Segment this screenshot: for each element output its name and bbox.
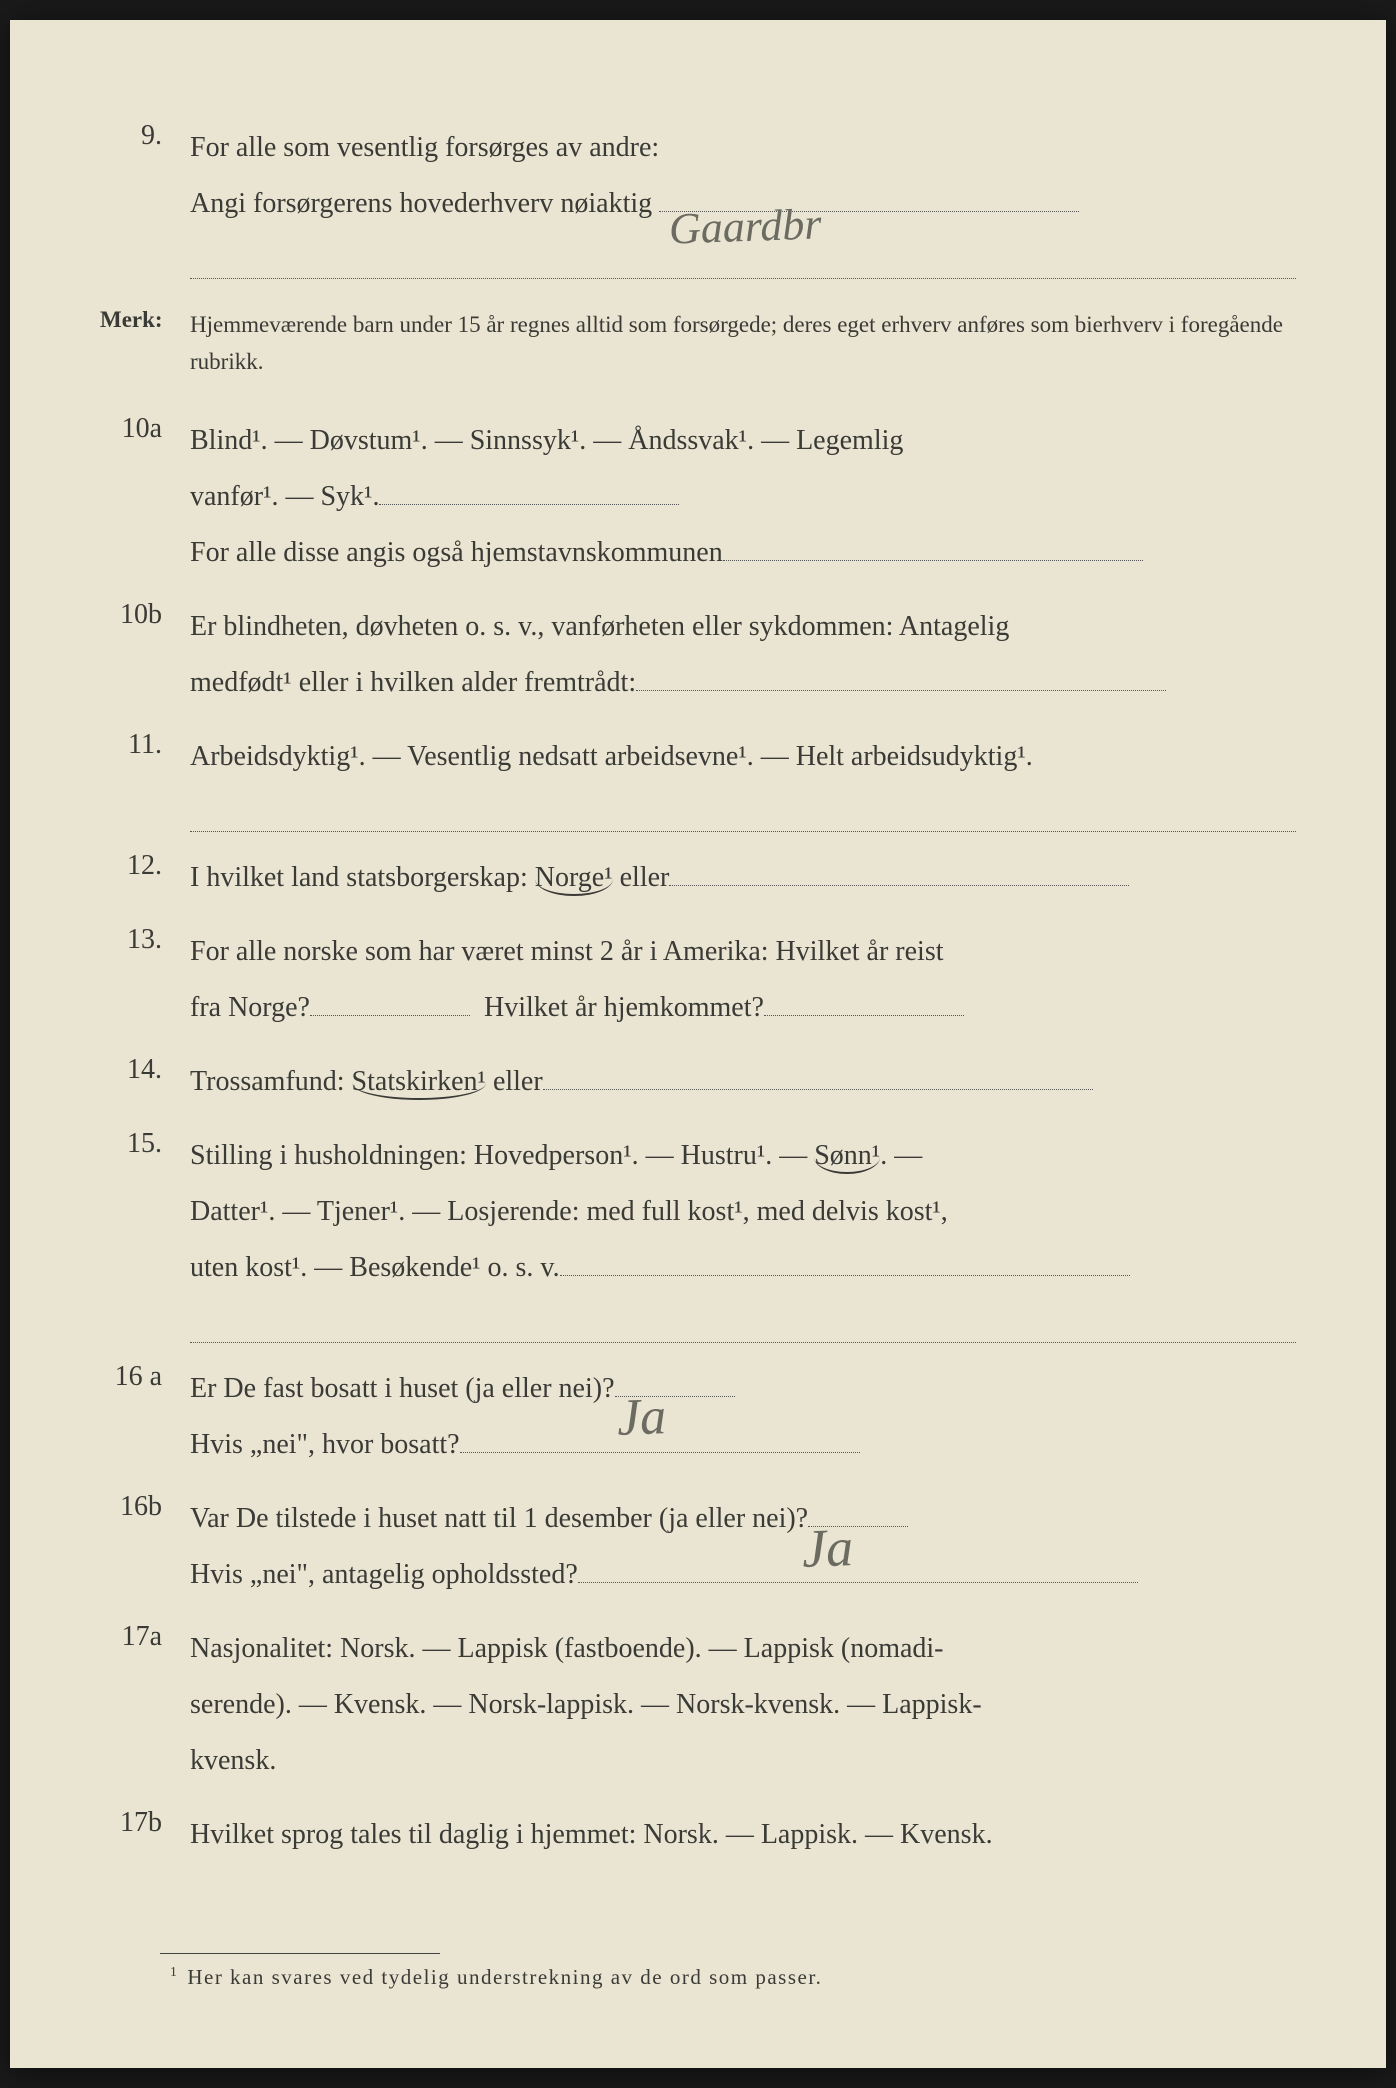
q17b-number: 17b — [100, 1807, 190, 1839]
q17a-line2: serende). — Kvensk. — Norsk-lappisk. — N… — [190, 1689, 982, 1720]
q12-pre: I hvilket land statsborgerskap: — [190, 862, 535, 893]
q10b-number: 10b — [100, 599, 190, 631]
q10a-opts: Blind¹. — Døvstum¹. — Sinnssyk¹. — Åndss… — [190, 425, 903, 456]
question-12: 12. I hvilket land statsborgerskap: Norg… — [100, 850, 1296, 906]
q15-number: 15. — [100, 1128, 190, 1160]
q9-number: 9. — [100, 120, 190, 152]
q17a-line1: Nasjonalitet: Norsk. — Lappisk (fastboen… — [190, 1633, 944, 1664]
q14-statskirken: Statskirken¹ — [352, 1066, 486, 1100]
note-merk: Merk: Hjemmeværende barn under 15 år reg… — [100, 307, 1296, 381]
q16b-number: 16b — [100, 1491, 190, 1523]
q13-line1: For alle norske som har været minst 2 år… — [190, 936, 944, 967]
q10b-line1: Er blindheten, døvheten o. s. v., vanfør… — [190, 611, 1009, 642]
q11-text: Arbeidsdyktig¹. — Vesentlig nedsatt arbe… — [190, 741, 1033, 772]
q10b-body: Er blindheten, døvheten o. s. v., vanfør… — [190, 599, 1296, 711]
q12-body: I hvilket land statsborgerskap: Norge¹ e… — [190, 850, 1296, 906]
q9-handwriting: Gaardbr — [668, 180, 823, 273]
q14-pre: Trossamfund: — [190, 1066, 352, 1097]
q14-number: 14. — [100, 1054, 190, 1086]
q16b-body: Var De tilstede i huset natt til 1 desem… — [190, 1491, 1296, 1603]
q17a-line3: kvensk. — [190, 1745, 276, 1776]
question-16a: 16 a Er De fast bosatt i huset (ja eller… — [100, 1361, 1296, 1473]
footnote-rule — [160, 1953, 440, 1954]
q16b-line2: Hvis „nei", antagelig opholdssted? — [190, 1559, 578, 1590]
question-14: 14. Trossamfund: Statskirken¹ eller — [100, 1054, 1296, 1110]
q16a-line2: Hvis „nei", hvor bosatt? — [190, 1429, 460, 1460]
q16b-handwriting: Ja — [800, 1493, 855, 1603]
question-11: 11. Arbeidsdyktig¹. — Vesentlig nedsatt … — [100, 729, 1296, 785]
q16a-body: Er De fast bosatt i huset (ja eller nei)… — [190, 1361, 1296, 1473]
q9-body: For alle som vesentlig forsørges av andr… — [190, 120, 1296, 232]
q15-line3: uten kost¹. — Besøkende¹ o. s. v. — [190, 1252, 560, 1283]
q17a-number: 17a — [100, 1621, 190, 1653]
merk-text: Hjemmeværende barn under 15 år regnes al… — [190, 307, 1296, 381]
q14-body: Trossamfund: Statskirken¹ eller — [190, 1054, 1296, 1110]
question-13: 13. For alle norske som har været minst … — [100, 924, 1296, 1036]
q9-line1: For alle som vesentlig forsørges av andr… — [190, 132, 659, 163]
footnote: 1 Her kan svares ved tydelig understrekn… — [100, 1964, 1296, 1990]
q16a-number: 16 a — [100, 1361, 190, 1393]
census-form-page: 9. For alle som vesentlig forsørges av a… — [10, 20, 1386, 2068]
q17b-body: Hvilket sprog tales til daglig i hjemmet… — [190, 1807, 1296, 1863]
q15-body: Stilling i husholdningen: Hovedperson¹. … — [190, 1128, 1296, 1296]
q16a-handwriting: Ja — [615, 1365, 668, 1471]
q13-line2b: Hvilket år hjemkommet? — [484, 992, 764, 1023]
question-9: 9. For alle som vesentlig forsørges av a… — [100, 120, 1296, 232]
divider — [190, 278, 1296, 279]
q15-post: . — — [880, 1140, 922, 1171]
q12-mid: eller — [613, 862, 670, 893]
q10a-body: Blind¹. — Døvstum¹. — Sinnssyk¹. — Åndss… — [190, 413, 1296, 581]
q15-sonn: Sønn¹ — [814, 1140, 880, 1174]
q15-line2: Datter¹. — Tjener¹. — Losjerende: med fu… — [190, 1196, 948, 1227]
footnote-text: Her kan svares ved tydelig understreknin… — [187, 1965, 822, 1989]
q10a-number: 10a — [100, 413, 190, 445]
q13-body: For alle norske som har været minst 2 år… — [190, 924, 1296, 1036]
question-17a: 17a Nasjonalitet: Norsk. — Lappisk (fast… — [100, 1621, 1296, 1789]
q12-number: 12. — [100, 850, 190, 882]
q13-number: 13. — [100, 924, 190, 956]
q16b-q: Var De tilstede i huset natt til 1 desem… — [190, 1503, 808, 1534]
question-10b: 10b Er blindheten, døvheten o. s. v., va… — [100, 599, 1296, 711]
q10a-opts2: vanfør¹. — Syk¹. — [190, 481, 379, 512]
q11-number: 11. — [100, 729, 190, 761]
question-16b: 16b Var De tilstede i huset natt til 1 d… — [100, 1491, 1296, 1603]
divider — [190, 1342, 1296, 1343]
q13-line2a: fra Norge? — [190, 992, 310, 1023]
question-10a: 10a Blind¹. — Døvstum¹. — Sinnssyk¹. — Å… — [100, 413, 1296, 581]
q17a-body: Nasjonalitet: Norsk. — Lappisk (fastboen… — [190, 1621, 1296, 1789]
q11-body: Arbeidsdyktig¹. — Vesentlig nedsatt arbe… — [190, 729, 1296, 785]
question-15: 15. Stilling i husholdningen: Hovedperso… — [100, 1128, 1296, 1296]
question-17b: 17b Hvilket sprog tales til daglig i hje… — [100, 1807, 1296, 1863]
divider — [190, 831, 1296, 832]
q10a-line3: For alle disse angis også hjemstavnskomm… — [190, 537, 723, 568]
q16a-q: Er De fast bosatt i huset (ja eller nei)… — [190, 1373, 615, 1404]
q14-mid: eller — [486, 1066, 543, 1097]
q10b-line2: medfødt¹ eller i hvilken alder fremtrådt… — [190, 667, 636, 698]
footnote-marker: 1 — [170, 1964, 177, 1979]
q15-pre: Stilling i husholdningen: Hovedperson¹. … — [190, 1140, 814, 1171]
q12-norge: Norge¹ — [535, 862, 613, 896]
merk-label: Merk: — [100, 307, 190, 381]
q17b-text: Hvilket sprog tales til daglig i hjemmet… — [190, 1819, 993, 1850]
q9-line2: Angi forsørgerens hovederhverv nøiaktig — [190, 188, 652, 219]
